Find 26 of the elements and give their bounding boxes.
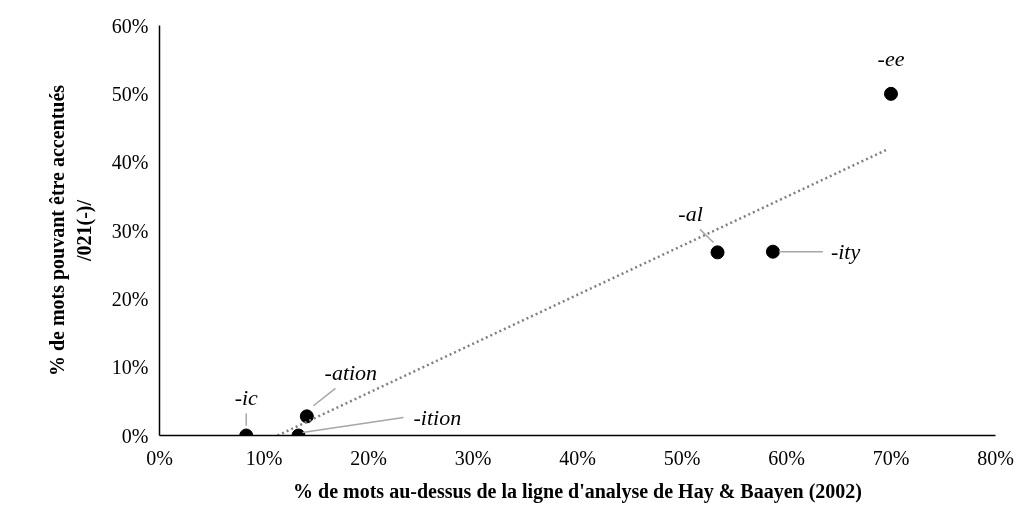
- annotation: -al: [678, 200, 703, 226]
- x-tick-label: 0%: [146, 446, 173, 469]
- x-tick-label: 30%: [454, 446, 492, 469]
- annotation: -ic: [234, 385, 259, 410]
- y-tick-label: 20%: [111, 287, 149, 310]
- x-tick-label: 80%: [977, 446, 1014, 469]
- annotation: -ee: [877, 45, 905, 71]
- y-tick-label: 40%: [111, 151, 149, 174]
- point: [765, 244, 780, 259]
- y-tick-label: 60%: [111, 14, 149, 37]
- x-tick-label: 70%: [872, 446, 910, 469]
- y-tick-label: 10%: [111, 356, 149, 379]
- x-axis-title: % de mots au-dessus de la ligne d'analyse de Hay & Baayen (2002): [293, 479, 862, 503]
- annotation: -ition: [413, 405, 462, 430]
- x-tick-label: 10%: [245, 446, 283, 469]
- x-tick-label: 20%: [350, 446, 387, 469]
- x-tick-label: 60%: [768, 446, 805, 469]
- x-tick-label: 40%: [559, 446, 596, 469]
- y-tick-label: 50%: [111, 82, 149, 105]
- y-tick-label: 30%: [111, 219, 149, 242]
- annotation: -ity: [830, 239, 861, 265]
- y-axis-title: % de mots pouvant être accentués /021(-)/: [46, 84, 96, 377]
- annotation: -ation: [324, 359, 378, 385]
- point: [710, 245, 725, 260]
- y-tick-label: 0%: [121, 424, 149, 447]
- x-tick-label: 50%: [663, 446, 701, 469]
